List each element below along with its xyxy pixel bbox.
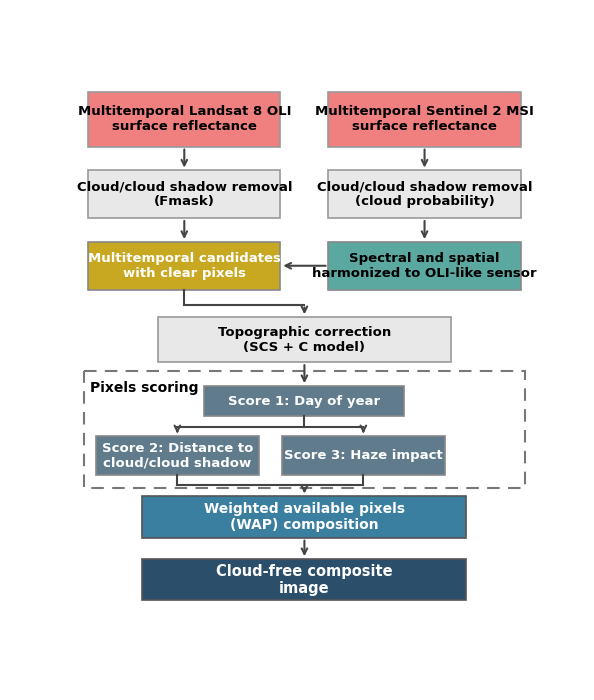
Bar xyxy=(88,242,280,290)
Text: Pixels scoring: Pixels scoring xyxy=(90,381,198,395)
Text: Score 2: Distance to
cloud/cloud shadow: Score 2: Distance to cloud/cloud shadow xyxy=(102,442,253,470)
Bar xyxy=(282,436,445,475)
Bar xyxy=(88,171,280,218)
Bar xyxy=(96,436,259,475)
Bar xyxy=(84,371,525,488)
Text: Score 3: Haze impact: Score 3: Haze impact xyxy=(284,449,443,462)
Bar xyxy=(143,559,466,601)
Bar xyxy=(204,386,405,416)
Text: Cloud/cloud shadow removal
(cloud probability): Cloud/cloud shadow removal (cloud probab… xyxy=(317,181,532,209)
Text: Multitemporal candidates
with clear pixels: Multitemporal candidates with clear pixe… xyxy=(88,252,281,280)
Bar xyxy=(328,171,521,218)
Bar xyxy=(143,496,466,538)
Text: Cloud-free composite
image: Cloud-free composite image xyxy=(216,564,393,596)
Bar xyxy=(88,92,280,147)
Text: Multitemporal Landsat 8 OLI
surface reflectance: Multitemporal Landsat 8 OLI surface refl… xyxy=(78,105,291,133)
Text: Cloud/cloud shadow removal
(Fmask): Cloud/cloud shadow removal (Fmask) xyxy=(77,181,292,209)
Bar xyxy=(158,317,451,363)
Text: Spectral and spatial
harmonized to OLI-like sensor: Spectral and spatial harmonized to OLI-l… xyxy=(312,252,537,280)
Bar xyxy=(328,242,521,290)
Text: Score 1: Day of year: Score 1: Day of year xyxy=(228,395,381,407)
Bar xyxy=(328,92,521,147)
Text: Multitemporal Sentinel 2 MSI
surface reflectance: Multitemporal Sentinel 2 MSI surface ref… xyxy=(315,105,534,133)
Text: Topographic correction
(SCS + C model): Topographic correction (SCS + C model) xyxy=(218,326,391,354)
Text: Weighted available pixels
(WAP) composition: Weighted available pixels (WAP) composit… xyxy=(204,502,405,532)
